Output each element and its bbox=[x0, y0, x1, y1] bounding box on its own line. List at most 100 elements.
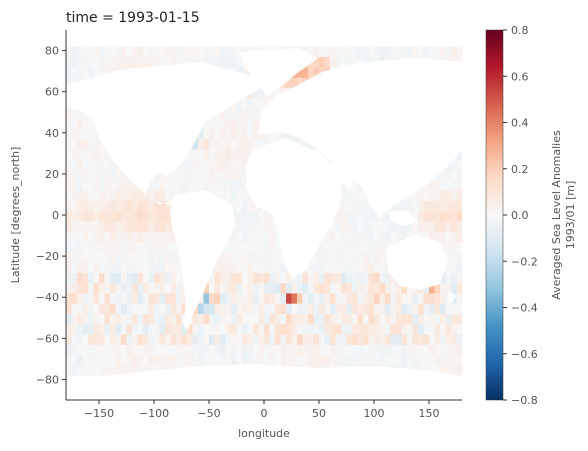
anomaly-cell bbox=[346, 210, 353, 222]
anomaly-cell bbox=[423, 354, 430, 366]
anomaly-cell bbox=[412, 313, 419, 325]
anomaly-cell bbox=[104, 344, 111, 356]
anomaly-cell bbox=[407, 303, 413, 314]
anomaly-cell bbox=[231, 323, 237, 335]
anomaly-cell bbox=[374, 210, 380, 222]
anomaly-cell bbox=[313, 67, 320, 78]
anomaly-cell bbox=[242, 138, 248, 150]
anomaly-cell bbox=[187, 159, 193, 171]
anomaly-cell bbox=[258, 108, 265, 119]
anomaly-cell bbox=[269, 252, 276, 263]
anomaly-cell bbox=[352, 282, 358, 294]
anomaly-cell bbox=[71, 344, 78, 356]
anomaly-cell bbox=[198, 149, 204, 160]
anomaly-cell bbox=[269, 344, 276, 356]
anomaly-cell bbox=[352, 221, 358, 232]
anomaly-cell bbox=[330, 323, 336, 335]
anomaly-cell bbox=[236, 149, 243, 160]
anomaly-cell bbox=[456, 313, 462, 325]
anomaly-cell bbox=[401, 231, 408, 243]
anomaly-cell bbox=[71, 138, 78, 150]
anomaly-cell bbox=[385, 354, 391, 366]
anomaly-cell bbox=[418, 303, 424, 314]
anomaly-cell bbox=[374, 262, 380, 273]
anomaly-cell bbox=[225, 169, 232, 181]
anomaly-cell bbox=[412, 344, 419, 356]
anomaly-cell bbox=[104, 365, 111, 376]
anomaly-cell bbox=[407, 354, 413, 366]
anomaly-cell bbox=[368, 334, 375, 345]
anomaly-cell bbox=[242, 262, 248, 273]
anomaly-cell bbox=[456, 293, 462, 304]
anomaly-cell bbox=[88, 241, 94, 253]
anomaly-cell bbox=[148, 303, 155, 314]
anomaly-cell bbox=[137, 344, 144, 356]
anomaly-cell bbox=[456, 365, 462, 376]
anomaly-cell bbox=[319, 354, 325, 366]
anomaly-cell bbox=[451, 231, 457, 243]
anomaly-cell bbox=[379, 313, 386, 325]
anomaly-cell bbox=[440, 334, 446, 345]
anomaly-cell bbox=[104, 46, 111, 58]
anomaly-cell bbox=[291, 334, 298, 345]
anomaly-cell bbox=[121, 323, 127, 335]
anomaly-cell bbox=[126, 210, 133, 222]
anomaly-cell bbox=[456, 272, 462, 284]
anomaly-cell bbox=[291, 282, 298, 294]
anomaly-cell bbox=[115, 303, 122, 314]
anomaly-cell bbox=[154, 190, 160, 201]
anomaly-cell bbox=[143, 231, 149, 243]
anomaly-cell bbox=[231, 252, 237, 263]
anomaly-cell bbox=[170, 334, 177, 345]
anomaly-cell bbox=[456, 354, 462, 366]
anomaly-cell bbox=[77, 118, 83, 129]
anomaly-cell bbox=[429, 231, 435, 243]
anomaly-cell bbox=[99, 200, 105, 212]
anomaly-cell bbox=[434, 180, 441, 191]
anomaly-cell bbox=[423, 344, 430, 356]
anomaly-cell bbox=[220, 138, 226, 150]
anomaly-cell bbox=[324, 46, 331, 58]
anomaly-cell bbox=[445, 231, 452, 243]
anomaly-cell bbox=[126, 221, 133, 232]
anomaly-cell bbox=[115, 282, 122, 294]
anomaly-cell bbox=[302, 272, 309, 284]
anomaly-cell bbox=[275, 354, 281, 366]
anomaly-cell bbox=[440, 180, 446, 191]
anomaly-cell bbox=[148, 282, 155, 294]
colorbar-tick-label: 0.2 bbox=[511, 163, 529, 176]
anomaly-cell bbox=[418, 221, 424, 232]
anomaly-cell bbox=[253, 282, 259, 294]
anomaly-cell bbox=[264, 293, 270, 304]
anomaly-cell bbox=[159, 200, 166, 212]
anomaly-cell bbox=[280, 344, 287, 356]
anomaly-cell bbox=[275, 87, 281, 99]
anomaly-cell bbox=[88, 323, 94, 335]
anomaly-cell bbox=[385, 221, 391, 232]
anomaly-cell bbox=[242, 334, 248, 345]
anomaly-cell bbox=[203, 334, 210, 345]
anomaly-cell bbox=[363, 272, 369, 284]
anomaly-cell bbox=[346, 221, 353, 232]
anomaly-cell bbox=[214, 169, 221, 181]
anomaly-cell bbox=[363, 323, 369, 335]
anomaly-cell bbox=[456, 231, 462, 243]
anomaly-cell bbox=[99, 149, 105, 160]
anomaly-cell bbox=[99, 210, 105, 222]
anomaly-cell bbox=[231, 282, 237, 294]
anomaly-cell bbox=[77, 221, 83, 232]
anomaly-cell bbox=[88, 169, 94, 181]
anomaly-cell bbox=[368, 344, 375, 356]
anomaly-cell bbox=[291, 293, 298, 304]
anomaly-cell bbox=[330, 231, 336, 243]
anomaly-cell bbox=[132, 46, 138, 58]
anomaly-cell bbox=[77, 282, 83, 294]
anomaly-cell bbox=[66, 67, 72, 78]
anomaly-cell bbox=[429, 46, 435, 58]
anomaly-cell bbox=[77, 56, 83, 68]
anomaly-cell bbox=[220, 344, 226, 356]
anomaly-cell bbox=[225, 303, 232, 314]
anomaly-cell bbox=[66, 169, 72, 181]
anomaly-cell bbox=[148, 46, 155, 58]
anomaly-cell bbox=[71, 210, 78, 222]
